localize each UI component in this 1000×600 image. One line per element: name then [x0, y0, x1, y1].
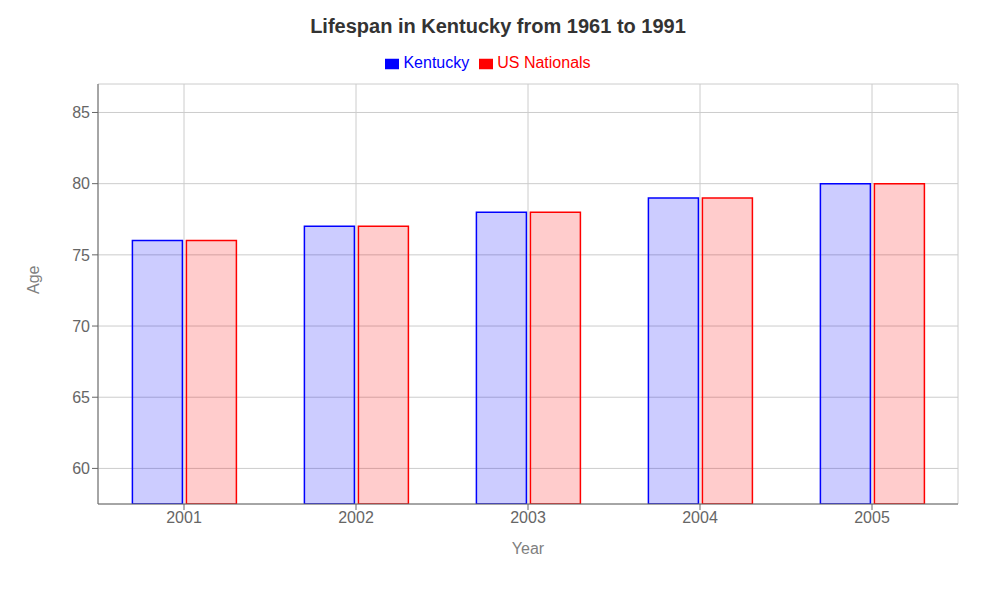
svg-text:85: 85 — [72, 104, 90, 121]
svg-text:2003: 2003 — [510, 509, 546, 526]
svg-text:Age: Age — [25, 265, 42, 294]
svg-text:80: 80 — [72, 175, 90, 192]
html-text:Lifespan in Kentucky from 1961: Lifespan in Kentucky from 1961 to 1991 — [310, 15, 686, 37]
svg-text:2001: 2001 — [166, 509, 202, 526]
svg-text:60: 60 — [72, 460, 90, 477]
svg-text:2002: 2002 — [338, 509, 374, 526]
svg-text:2005: 2005 — [854, 509, 890, 526]
svg-text:Year: Year — [512, 540, 545, 557]
html-text:Kentucky: Kentucky — [403, 54, 470, 71]
svg-text:65: 65 — [72, 389, 90, 406]
svg-text:70: 70 — [72, 318, 90, 335]
svg-text:75: 75 — [72, 247, 90, 264]
svg-text:2004: 2004 — [682, 509, 718, 526]
html-text:US Nationals: US Nationals — [497, 54, 591, 71]
